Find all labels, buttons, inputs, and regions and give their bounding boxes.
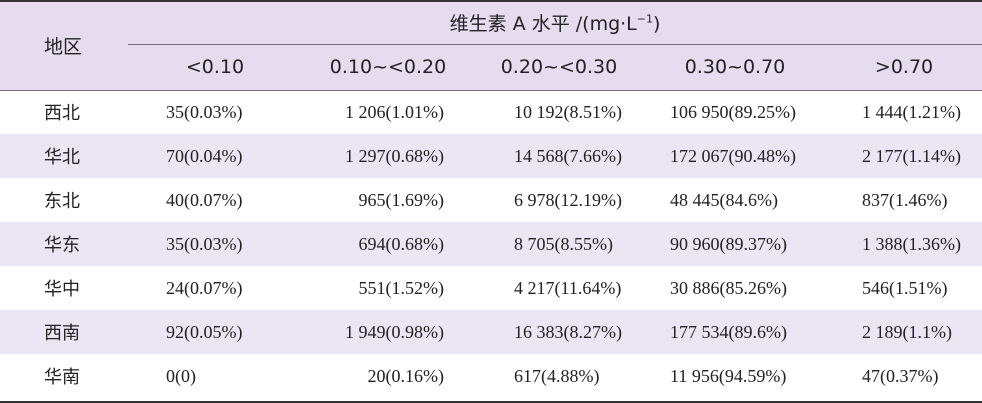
table-cell: 35(0.03%)	[166, 101, 243, 122]
table-cell: 40(0.07%)	[166, 189, 243, 210]
region-cell: 西北	[44, 103, 80, 124]
region-cell: 西南	[0, 310, 128, 354]
table-cell: 11 956(94.59%)	[670, 365, 787, 386]
header-row-levels: <0.10 0.10~<0.20 0.20~<0.30 0.30~0.70 >0…	[0, 44, 982, 90]
table-cell: 1 949(0.98%)	[302, 310, 474, 354]
table-cell: 0(0)	[166, 365, 196, 386]
table-cell: 837(1.46%)	[862, 189, 948, 210]
table-cell: 965(1.69%)	[358, 189, 444, 210]
table-cell: 172 067(90.48%)	[644, 134, 826, 178]
table-cell: 177 534(89.6%)	[644, 310, 826, 354]
table-cell: 14 568(7.66%)	[474, 134, 644, 178]
region-cell: 华东	[0, 222, 128, 266]
table-cell: 1 388(1.36%)	[826, 222, 982, 266]
header-inner-rule	[128, 44, 982, 45]
table-row: 西北 35(0.03%) 1 206(1.01%) 10 192(8.51%) …	[0, 90, 982, 134]
vitamin-a-level-header: 维生素 A 水平 /(mg·L−1)	[449, 12, 661, 35]
table-row: 东北 40(0.07%) 965(1.69%) 6 978(12.19%) 48…	[0, 178, 982, 222]
table-cell: 16 383(8.27%)	[474, 310, 644, 354]
bottom-rule	[0, 401, 982, 403]
table-cell: 70(0.04%)	[128, 134, 302, 178]
table-cell: 106 950(89.25%)	[670, 101, 796, 122]
table-cell: 8 705(8.55%)	[474, 222, 644, 266]
table-cell: 92(0.05%)	[128, 310, 302, 354]
top-rule	[0, 0, 982, 2]
table-cell: 20(0.16%)	[367, 365, 444, 386]
table-cell: 551(1.52%)	[358, 277, 444, 298]
table-cell: 48 445(84.6%)	[670, 189, 778, 210]
table-cell: 2 189(1.1%)	[826, 310, 982, 354]
table-cell: 1 206(1.01%)	[345, 101, 444, 122]
header-row-group: 地区 维生素 A 水平 /(mg·L−1)	[0, 0, 982, 58]
col-header-0-10-0-20: 0.10~<0.20	[329, 56, 447, 78]
table-cell: 1 297(0.68%)	[302, 134, 474, 178]
region-cell: 华北	[0, 134, 128, 178]
table-row: 华北 70(0.04%) 1 297(0.68%) 14 568(7.66%) …	[0, 134, 982, 178]
col-header-gt-0-70: >0.70	[874, 56, 934, 78]
table-cell: 10 192(8.51%)	[514, 101, 622, 122]
table-cell: 2 177(1.14%)	[826, 134, 982, 178]
region-cell: 华南	[44, 367, 80, 388]
table-cell: 617(4.88%)	[514, 365, 600, 386]
col-header-0-30-0-70: 0.30~0.70	[684, 56, 786, 78]
table-cell: 90 960(89.37%)	[644, 222, 826, 266]
table-row: 华南 0(0) 20(0.16%) 617(4.88%) 11 956(94.5…	[0, 354, 982, 398]
table-cell: 24(0.07%)	[166, 277, 243, 298]
table-row: 华中 24(0.07%) 551(1.52%) 4 217(11.64%) 30…	[0, 266, 982, 310]
table-cell: 30 886(85.26%)	[670, 277, 787, 298]
region-header: 地区	[44, 35, 83, 58]
table-cell: 694(0.68%)	[302, 222, 474, 266]
table-row: 华东 35(0.03%) 694(0.68%) 8 705(8.55%) 90 …	[0, 222, 982, 266]
table-row: 西南 92(0.05%) 1 949(0.98%) 16 383(8.27%) …	[0, 310, 982, 354]
table-cell: 6 978(12.19%)	[514, 189, 622, 210]
region-cell: 华中	[44, 279, 80, 300]
table-cell: 4 217(11.64%)	[514, 277, 622, 298]
header-bottom-rule	[0, 90, 982, 91]
table-cell: 35(0.03%)	[128, 222, 302, 266]
table-cell: 1 444(1.21%)	[862, 101, 961, 122]
col-header-0-20-0-30: 0.20~<0.30	[500, 56, 618, 78]
table-cell: 47(0.37%)	[862, 365, 939, 386]
region-cell: 东北	[44, 191, 80, 212]
table-cell: 546(1.51%)	[862, 277, 948, 298]
col-header-lt-0-10: <0.10	[185, 56, 245, 78]
